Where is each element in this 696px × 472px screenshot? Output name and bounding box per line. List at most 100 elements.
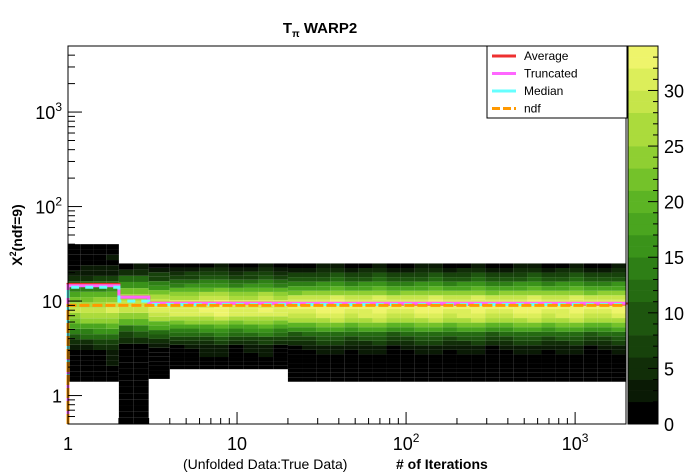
heatmap-cell <box>499 281 514 287</box>
heatmap-cell <box>583 349 598 355</box>
heatmap-cell <box>513 304 528 309</box>
heatmap-cell <box>372 336 387 341</box>
heatmap-cell <box>80 318 94 324</box>
heatmap-cell <box>199 328 215 333</box>
heatmap-cell <box>199 312 215 317</box>
heatmap-cell <box>68 260 81 266</box>
heatmap-cell <box>414 349 429 355</box>
heatmap-cell <box>118 405 134 412</box>
heatmap-cell <box>133 300 149 307</box>
heatmap-cell <box>456 363 472 369</box>
heatmap-cell <box>316 363 331 369</box>
heatmap-cell <box>569 313 584 319</box>
heatmap-cell <box>330 290 345 296</box>
heatmap-cell <box>106 312 119 319</box>
x-tick-label: 102 <box>393 431 420 454</box>
heatmap-cell <box>184 357 200 362</box>
heatmap-cell <box>597 349 612 355</box>
heatmap-cell <box>68 254 81 261</box>
heatmap-cell <box>169 348 185 353</box>
heatmap-cell <box>302 268 317 273</box>
heatmap-cell <box>597 368 612 373</box>
heatmap-cell <box>258 287 274 292</box>
heatmap-cell <box>555 290 570 296</box>
heatmap-cell <box>184 320 200 325</box>
heatmap-cell <box>499 349 514 355</box>
heatmap-cell <box>386 263 401 268</box>
heatmap-cell <box>184 361 200 366</box>
heatmap-cell <box>214 267 229 272</box>
heatmap-cell <box>344 263 359 268</box>
heatmap-cell <box>541 340 556 346</box>
heatmap-cell <box>68 360 81 366</box>
heatmap-cell <box>344 290 359 296</box>
heatmap-cell <box>106 318 119 324</box>
heatmap-cell <box>133 411 149 418</box>
heatmap-cell <box>68 291 81 298</box>
heatmap-cell <box>68 270 81 276</box>
heatmap-cell <box>287 336 303 341</box>
heatmap-cell <box>228 263 244 268</box>
heatmap-cell <box>499 363 514 369</box>
heatmap-cell <box>358 336 373 341</box>
heatmap-cell <box>199 271 215 276</box>
heatmap-cell <box>80 334 94 340</box>
heatmap-cell <box>148 343 170 348</box>
heatmap-cell <box>273 361 288 366</box>
heatmap-cell <box>611 295 626 300</box>
heatmap-cell <box>471 290 486 296</box>
heatmap-cell <box>555 281 570 287</box>
heatmap-cell <box>386 318 401 323</box>
heatmap-cell <box>513 363 528 369</box>
heatmap-cell <box>428 363 443 369</box>
heatmap-cell <box>372 327 387 332</box>
heatmap-cell <box>471 277 486 282</box>
heatmap-cell <box>583 358 598 364</box>
heatmap-cell <box>344 349 359 355</box>
heatmap-cell <box>400 308 415 314</box>
heatmap-cell <box>611 368 626 373</box>
heatmap-cell <box>442 372 457 378</box>
heatmap-cell <box>499 272 514 278</box>
heatmap-cell <box>414 295 429 300</box>
heatmap-cell <box>68 249 81 255</box>
heatmap-cell <box>330 349 345 355</box>
heatmap-cell <box>106 307 119 313</box>
heatmap-cell <box>372 372 387 378</box>
heatmap-cell <box>569 354 584 359</box>
title-main: T <box>283 20 292 37</box>
heatmap-cell <box>358 331 373 337</box>
heatmap-cell <box>372 331 387 337</box>
heatmap-cell <box>184 332 200 337</box>
heatmap-cell <box>118 374 134 381</box>
colorbar: 0 5 10 15 20 25 30 <box>627 45 684 435</box>
heatmap-cell <box>258 332 274 337</box>
heatmap-cell <box>258 263 274 268</box>
heatmap-cell <box>287 277 303 282</box>
heatmap-cell <box>569 318 584 323</box>
heatmap-cell <box>68 318 81 324</box>
heatmap-cell <box>611 354 626 359</box>
heatmap-cell <box>228 283 244 288</box>
heatmap-cell <box>287 308 303 314</box>
x-tick-label: 103 <box>562 431 589 454</box>
heatmap-cell <box>583 295 598 300</box>
heatmap-cell <box>611 263 626 268</box>
heatmap-cell <box>169 316 185 321</box>
heatmap-cell <box>273 308 288 313</box>
heatmap-cell <box>93 344 107 350</box>
heatmap-cell <box>527 295 542 300</box>
heatmap-cell <box>133 281 149 289</box>
heatmap-cell <box>372 322 387 328</box>
heatmap-cell <box>199 344 215 349</box>
heatmap-cell <box>541 336 556 341</box>
heatmap-cell <box>169 328 185 333</box>
heatmap-cell <box>541 331 556 337</box>
heatmap-cell <box>148 325 170 331</box>
heatmap-cell <box>287 327 303 332</box>
heatmap-cell <box>611 313 626 319</box>
heatmap-cell <box>400 268 415 273</box>
heatmap-cell <box>184 291 200 296</box>
heatmap-cell <box>302 295 317 300</box>
heatmap-cell <box>68 244 81 250</box>
